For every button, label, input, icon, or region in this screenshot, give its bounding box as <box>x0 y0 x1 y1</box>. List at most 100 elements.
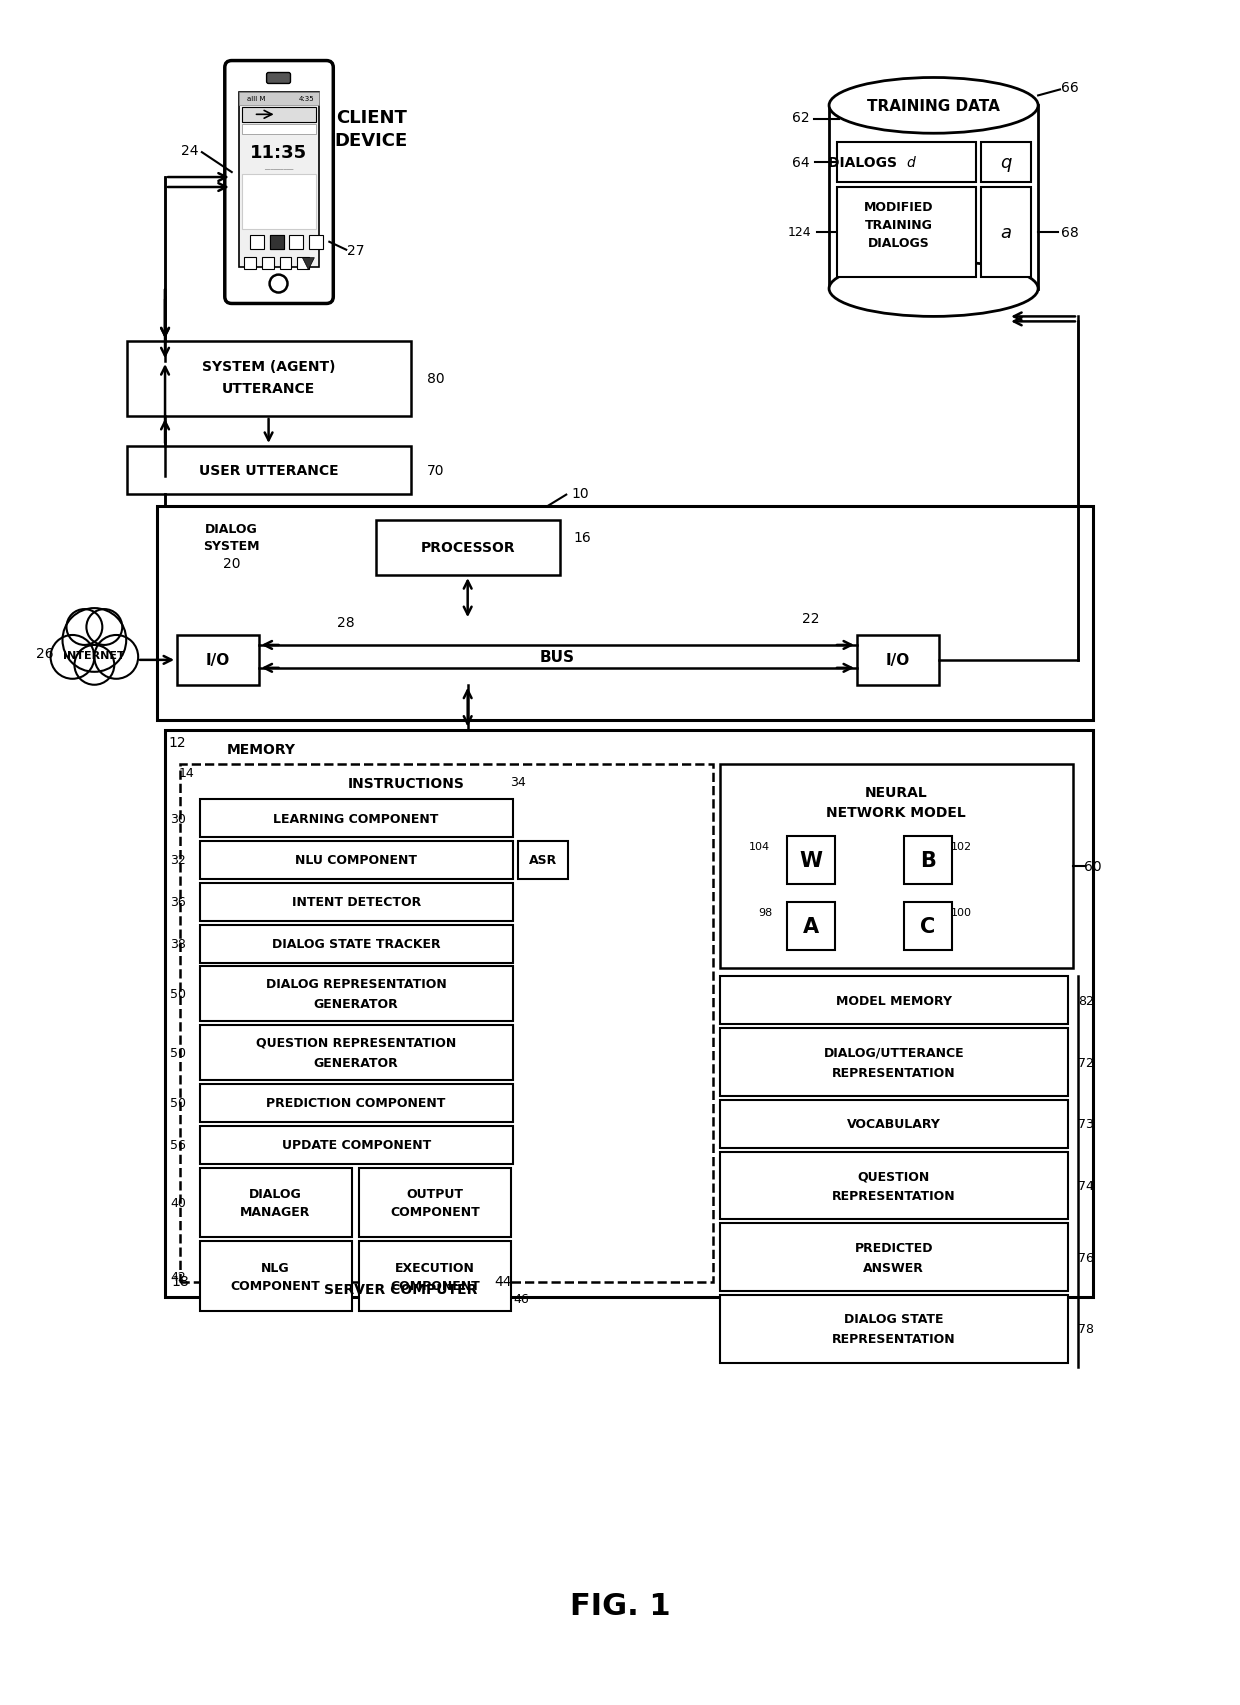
Text: 38: 38 <box>170 938 186 950</box>
Text: 18: 18 <box>171 1274 188 1289</box>
Text: GENERATOR: GENERATOR <box>314 1055 398 1069</box>
Text: NLU COMPONENT: NLU COMPONENT <box>295 854 417 866</box>
Bar <box>128 343 410 416</box>
Text: 46: 46 <box>513 1292 529 1306</box>
Text: PREDICTED: PREDICTED <box>854 1241 932 1253</box>
Bar <box>165 730 1092 1298</box>
Ellipse shape <box>830 261 1038 317</box>
Text: 24: 24 <box>181 145 198 159</box>
Text: I/O: I/O <box>885 653 910 668</box>
Circle shape <box>94 636 138 679</box>
Bar <box>177 636 259 685</box>
Bar <box>200 1241 352 1311</box>
Text: 16: 16 <box>573 530 591 546</box>
Text: 62: 62 <box>792 111 810 124</box>
Bar <box>719 1100 1068 1147</box>
Text: CLIENT: CLIENT <box>336 109 407 128</box>
Text: 82: 82 <box>1078 994 1094 1008</box>
Bar <box>837 188 976 278</box>
Bar <box>719 1028 1068 1096</box>
Bar <box>310 235 324 249</box>
Bar <box>837 143 976 182</box>
Bar <box>249 235 264 249</box>
Text: 34: 34 <box>510 776 526 788</box>
Text: C: C <box>920 916 935 936</box>
Bar <box>200 800 513 837</box>
Text: PREDICTION COMPONENT: PREDICTION COMPONENT <box>267 1096 446 1110</box>
Text: 98: 98 <box>758 907 773 917</box>
Text: COMPONENT: COMPONENT <box>389 1279 480 1292</box>
Text: FIG. 1: FIG. 1 <box>569 1591 671 1620</box>
Bar <box>269 235 284 249</box>
Text: SYSTEM: SYSTEM <box>203 539 260 552</box>
Text: 50: 50 <box>170 1045 186 1059</box>
Bar <box>376 522 560 576</box>
Text: DIALOGS: DIALOGS <box>828 157 901 170</box>
Text: 102: 102 <box>951 842 972 851</box>
Text: GENERATOR: GENERATOR <box>314 997 398 1011</box>
Circle shape <box>67 610 103 646</box>
Text: 76: 76 <box>1078 1251 1094 1263</box>
Text: ASR: ASR <box>529 854 558 866</box>
Text: REPRESENTATION: REPRESENTATION <box>832 1066 956 1079</box>
Bar <box>200 1026 513 1081</box>
Text: 104: 104 <box>749 842 770 851</box>
Circle shape <box>87 610 123 646</box>
Text: 44: 44 <box>495 1274 512 1289</box>
Bar <box>242 109 316 123</box>
Polygon shape <box>303 259 315 271</box>
Text: SERVER COMPUTER: SERVER COMPUTER <box>325 1282 477 1296</box>
Text: COMPONENT: COMPONENT <box>231 1279 320 1292</box>
Text: 42: 42 <box>170 1270 186 1282</box>
Text: 30: 30 <box>170 812 186 825</box>
Bar <box>242 176 316 230</box>
Text: a: a <box>1001 223 1012 242</box>
Text: MODEL MEMORY: MODEL MEMORY <box>836 994 952 1008</box>
Bar <box>904 837 951 885</box>
Text: 32: 32 <box>170 854 186 866</box>
Text: 28: 28 <box>337 616 355 629</box>
Text: MANAGER: MANAGER <box>241 1205 311 1217</box>
Bar <box>200 1125 513 1165</box>
Bar <box>244 257 255 269</box>
Text: DIALOG STATE: DIALOG STATE <box>844 1313 944 1325</box>
Text: 4:35: 4:35 <box>299 97 314 102</box>
Bar <box>719 977 1068 1025</box>
Text: d: d <box>906 157 915 170</box>
Text: 14: 14 <box>179 767 195 779</box>
FancyBboxPatch shape <box>267 73 290 85</box>
Text: 27: 27 <box>347 244 365 257</box>
Text: q: q <box>1001 153 1012 172</box>
Text: 73: 73 <box>1078 1117 1094 1130</box>
Bar <box>269 235 284 249</box>
Bar <box>981 188 1032 278</box>
Text: 50: 50 <box>170 987 186 1001</box>
Text: TRAINING DATA: TRAINING DATA <box>867 99 999 114</box>
Bar <box>200 1168 352 1238</box>
Circle shape <box>51 636 94 679</box>
Text: 50: 50 <box>170 1096 186 1110</box>
Text: LEARNING COMPONENT: LEARNING COMPONENT <box>274 812 439 825</box>
Text: DIALOG/UTTERANCE: DIALOG/UTTERANCE <box>823 1045 963 1059</box>
Bar <box>719 1224 1068 1291</box>
Text: 68: 68 <box>1061 225 1079 240</box>
Text: 74: 74 <box>1078 1180 1094 1192</box>
Circle shape <box>269 276 288 293</box>
Bar <box>180 766 713 1282</box>
Text: DIALOG REPRESENTATION: DIALOG REPRESENTATION <box>265 977 446 991</box>
Text: 70: 70 <box>427 464 445 477</box>
Bar <box>904 902 951 950</box>
Text: 78: 78 <box>1078 1323 1094 1335</box>
Text: 124: 124 <box>787 227 811 239</box>
Bar <box>787 902 835 950</box>
Bar <box>981 143 1032 182</box>
Bar <box>262 257 274 269</box>
Text: INSTRUCTIONS: INSTRUCTIONS <box>347 777 465 791</box>
Text: DEVICE: DEVICE <box>335 131 408 150</box>
Text: 11:35: 11:35 <box>250 143 308 162</box>
Text: INTENT DETECTOR: INTENT DETECTOR <box>291 895 420 909</box>
Text: TRAINING: TRAINING <box>864 220 932 232</box>
Bar <box>200 967 513 1021</box>
Bar <box>200 842 513 880</box>
Bar <box>239 94 320 106</box>
